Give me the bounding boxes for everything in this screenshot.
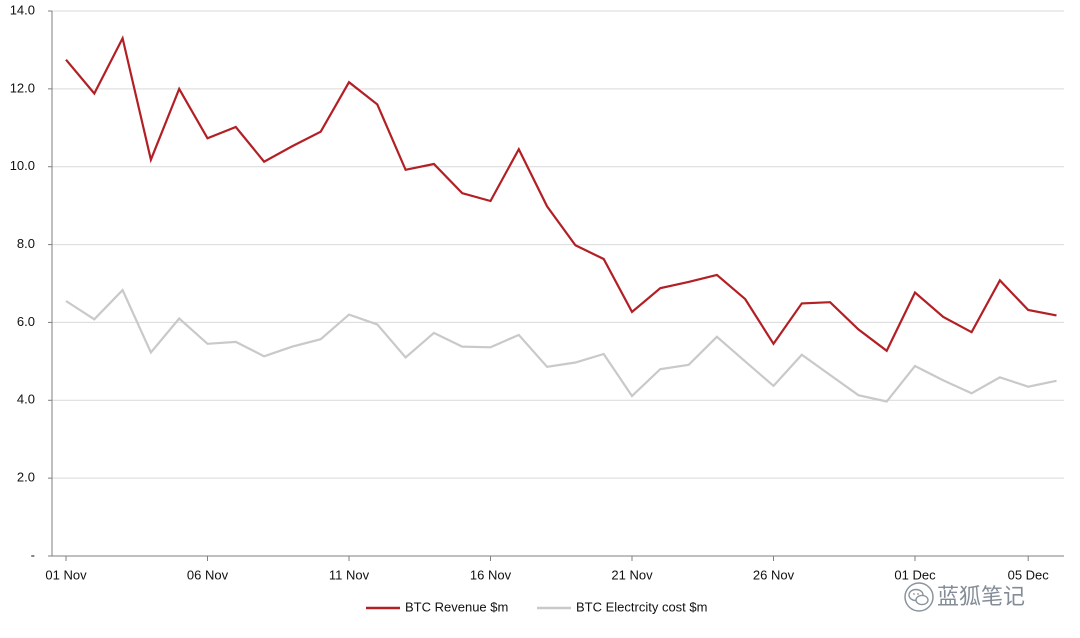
x-tick-label: 21 Nov	[611, 567, 653, 582]
legend: BTC Revenue $m BTC Electrcity cost $m	[366, 599, 707, 614]
legend-label: BTC Revenue $m	[405, 599, 508, 614]
x-tick-label: 06 Nov	[187, 567, 229, 582]
y-tick-label: 2.0	[17, 470, 35, 485]
x-tick-label: 01 Nov	[45, 567, 87, 582]
x-axis: 01 Nov 06 Nov 11 Nov 16 Nov 21 Nov 26 Nov 01 D…	[45, 555, 1064, 582]
legend-label: BTC Electrcity cost $m	[576, 599, 707, 614]
x-tick-label: 11 Nov	[329, 567, 370, 582]
y-tick-label: 10.0	[10, 158, 35, 173]
wechat-logo-icon	[904, 582, 934, 612]
y-tick-label: 14.0	[10, 2, 35, 17]
y-tick-label: 6.0	[17, 314, 35, 329]
y-tick-label: 8.0	[17, 236, 35, 251]
series-line	[65, 288, 1057, 403]
y-tick-label: -	[31, 547, 35, 562]
y-tick-label: 4.0	[17, 392, 35, 407]
x-tick-label: 01 Dec	[894, 567, 936, 582]
x-tick-label: 05 Dec	[1008, 567, 1050, 582]
gridlines	[52, 10, 1064, 479]
series-lines	[65, 35, 1057, 403]
y-axis: - 2.0 4.0 6.0 8.0 10.0 12.0 14.0	[10, 2, 53, 562]
legend-item: BTC Electrcity cost $m	[537, 599, 707, 614]
watermark: 蓝狐笔记	[904, 582, 1025, 612]
legend-item: BTC Revenue $m	[366, 599, 508, 614]
series-line	[65, 35, 1057, 353]
x-tick-label: 16 Nov	[470, 567, 512, 582]
x-tick-label: 26 Nov	[753, 567, 795, 582]
watermark-text: 蓝狐笔记	[937, 585, 1025, 610]
y-tick-label: 12.0	[10, 80, 35, 95]
